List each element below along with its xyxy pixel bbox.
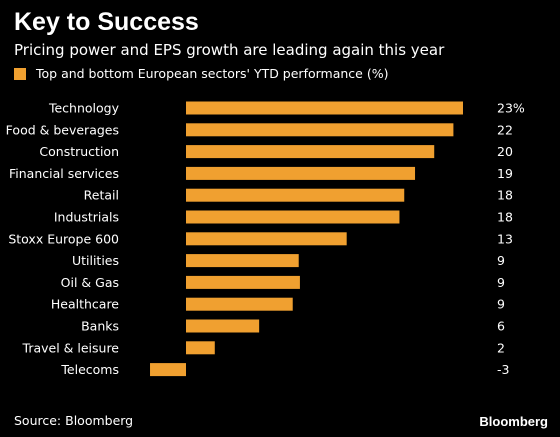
value-label-healthcare: 9 — [497, 297, 505, 312]
category-label-telecoms: Telecoms — [60, 362, 119, 377]
category-label-industrials: Industrials — [54, 210, 119, 225]
bar-stoxx-europe-600 — [186, 232, 347, 246]
value-label-technology: 23% — [497, 101, 525, 116]
bar-healthcare — [186, 297, 293, 311]
legend-swatch — [14, 67, 26, 80]
bar-industrials — [186, 210, 400, 224]
value-label-telecoms: -3 — [497, 362, 509, 377]
value-label-utilities: 9 — [497, 253, 505, 268]
category-label-utilities: Utilities — [72, 253, 119, 268]
bar-technology — [186, 101, 463, 115]
category-label-food-beverages: Food & beverages — [6, 122, 119, 137]
bar-food-beverages — [186, 123, 454, 137]
category-label-stoxx-europe-600: Stoxx Europe 600 — [8, 231, 119, 246]
legend-label: Top and bottom European sectors' YTD per… — [36, 66, 389, 81]
legend: Top and bottom European sectors' YTD per… — [14, 66, 388, 81]
bar-telecoms — [150, 363, 186, 377]
category-label-financial-services: Financial services — [9, 166, 119, 181]
bar-oil-gas — [186, 275, 300, 289]
bar-construction — [186, 145, 435, 159]
chart-subtitle: Pricing power and EPS growth are leading… — [14, 41, 445, 59]
bar-utilities — [186, 254, 299, 268]
bar-retail — [186, 188, 405, 202]
source-note: Source: Bloomberg — [14, 413, 134, 428]
chart-title: Key to Success — [14, 8, 199, 36]
category-label-travel-leisure: Travel & leisure — [22, 340, 120, 355]
bar-banks — [186, 319, 260, 333]
value-label-travel-leisure: 2 — [497, 340, 505, 355]
bloomberg-logo: Bloomberg — [479, 414, 548, 429]
category-label-technology: Technology — [48, 101, 120, 116]
value-label-oil-gas: 9 — [497, 275, 505, 290]
bar-financial-services — [186, 166, 416, 180]
bar-travel-leisure — [186, 341, 215, 355]
category-label-retail: Retail — [84, 188, 119, 203]
value-label-stoxx-europe-600: 13 — [497, 231, 513, 246]
value-label-retail: 18 — [497, 188, 513, 203]
category-label-healthcare: Healthcare — [51, 297, 119, 312]
category-label-construction: Construction — [39, 144, 119, 159]
value-label-industrials: 18 — [497, 210, 513, 225]
value-label-food-beverages: 22 — [497, 122, 513, 137]
category-label-oil-gas: Oil & Gas — [61, 275, 119, 290]
value-label-banks: 6 — [497, 319, 505, 334]
value-label-financial-services: 19 — [497, 166, 513, 181]
value-label-construction: 20 — [497, 144, 513, 159]
category-label-banks: Banks — [81, 319, 119, 334]
